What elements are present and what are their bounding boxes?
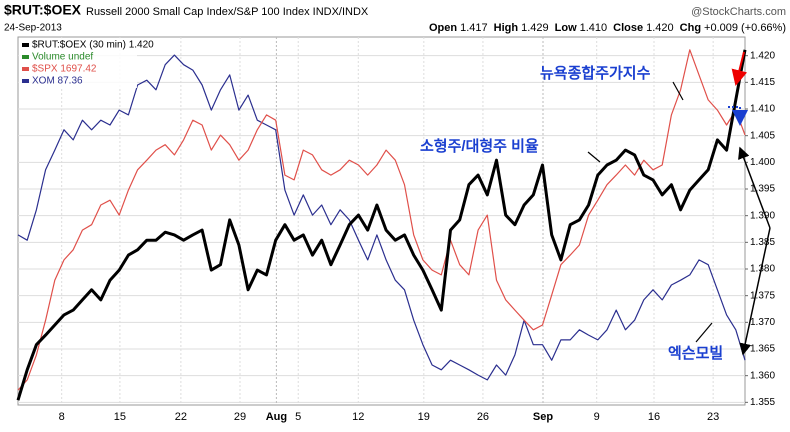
- annotation: 엑슨모빌: [668, 344, 723, 362]
- chart-title: Russell 2000 Small Cap Index/S&P 100 Ind…: [86, 6, 369, 18]
- arrow-xom: [728, 106, 748, 126]
- stat-value: 1.410: [580, 22, 608, 34]
- stat-label: Close: [613, 22, 643, 34]
- legend-label: Volume undef: [32, 52, 93, 63]
- plot-frame: [17, 36, 746, 406]
- stat-label: Low: [555, 22, 577, 34]
- x-tick-label: 5: [295, 411, 301, 423]
- annotation-leader: [695, 322, 713, 343]
- legend-swatch: [22, 67, 29, 71]
- y-tick-label: 1.375: [750, 290, 775, 301]
- y-tick-label: 1.365: [750, 344, 775, 355]
- y-tick-label: 1.415: [750, 77, 775, 88]
- legend-label: XOM 87.36: [32, 76, 83, 87]
- legend-box: [19, 38, 137, 88]
- x-tick-label: 16: [648, 411, 660, 423]
- x-tick-label: 23: [707, 411, 719, 423]
- x-tick-label: 29: [234, 411, 246, 423]
- x-tick-label: 15: [114, 411, 126, 423]
- arrow-spx: [731, 51, 748, 86]
- stat-value: 1.429: [521, 22, 549, 34]
- arrow-ratio: [738, 146, 771, 229]
- date: 24-Sep-2013: [4, 23, 62, 34]
- stats-text: Open 1.417 High 1.429 Low 1.410 Close 1.420 Chg +…: [429, 22, 786, 34]
- x-tick-label: 22: [175, 411, 187, 423]
- x-tick-label: 9: [594, 411, 600, 423]
- y-tick-label: 1.360: [750, 370, 775, 381]
- y-tick-label: 1.400: [750, 157, 775, 168]
- y-tick-label: 1.395: [750, 184, 775, 195]
- stat-label: High: [494, 22, 519, 34]
- y-tick-label: 1.380: [750, 264, 775, 275]
- source: @StockCharts.com: [691, 6, 786, 18]
- y-tick-label: 1.420: [750, 50, 775, 61]
- annotations: 뉴욕종합주가지수 소형주/대형주 비율 엑슨모빌: [420, 51, 771, 362]
- stat-value: 1.417: [460, 22, 488, 34]
- legend-label: $SPX 1697.42: [32, 64, 97, 75]
- x-tick-label: Sep: [533, 411, 553, 423]
- stat-value: 1.420: [646, 22, 674, 34]
- x-tick-label: Aug: [266, 411, 287, 423]
- annotation-leader: [587, 151, 601, 163]
- y-tick-label: 1.355: [750, 397, 775, 408]
- y-tick-label: 1.405: [750, 130, 775, 141]
- series-line: [17, 54, 746, 381]
- y-tick-label: 1.410: [750, 104, 775, 115]
- x-tick-label: 19: [418, 411, 430, 423]
- annotation: 소형주/대형주 비율: [420, 138, 539, 155]
- y-tick-label: 1.390: [750, 210, 775, 221]
- x-tick-label: 12: [352, 411, 364, 423]
- stat-value: +0.009 (+0.66%): [704, 22, 786, 34]
- stats: Open 1.417 High 1.429 Low 1.410 Close 1.420 Chg +…: [429, 22, 786, 34]
- series-line: [17, 49, 746, 391]
- legend-swatch: [22, 55, 29, 59]
- stat-label: Chg: [680, 22, 701, 34]
- series-line: [16, 49, 747, 401]
- y-tick-label: 1.385: [750, 237, 775, 248]
- arrow-exxon: [739, 227, 771, 356]
- legend-swatch: [22, 43, 29, 47]
- stat-label: Open: [429, 22, 457, 34]
- series-lines: [16, 49, 747, 401]
- x-tick-label: 8: [59, 411, 65, 423]
- y-tick-label: 1.370: [750, 317, 775, 328]
- legend-swatch: [22, 79, 29, 83]
- x-tick-label: 26: [477, 411, 489, 423]
- annotation-leader: [672, 81, 684, 101]
- annotation: 뉴욕종합주가지수: [540, 65, 651, 82]
- symbol: $RUT:$OEX: [4, 2, 82, 18]
- legend-label: $RUT:$OEX (30 min) 1.420: [32, 40, 154, 51]
